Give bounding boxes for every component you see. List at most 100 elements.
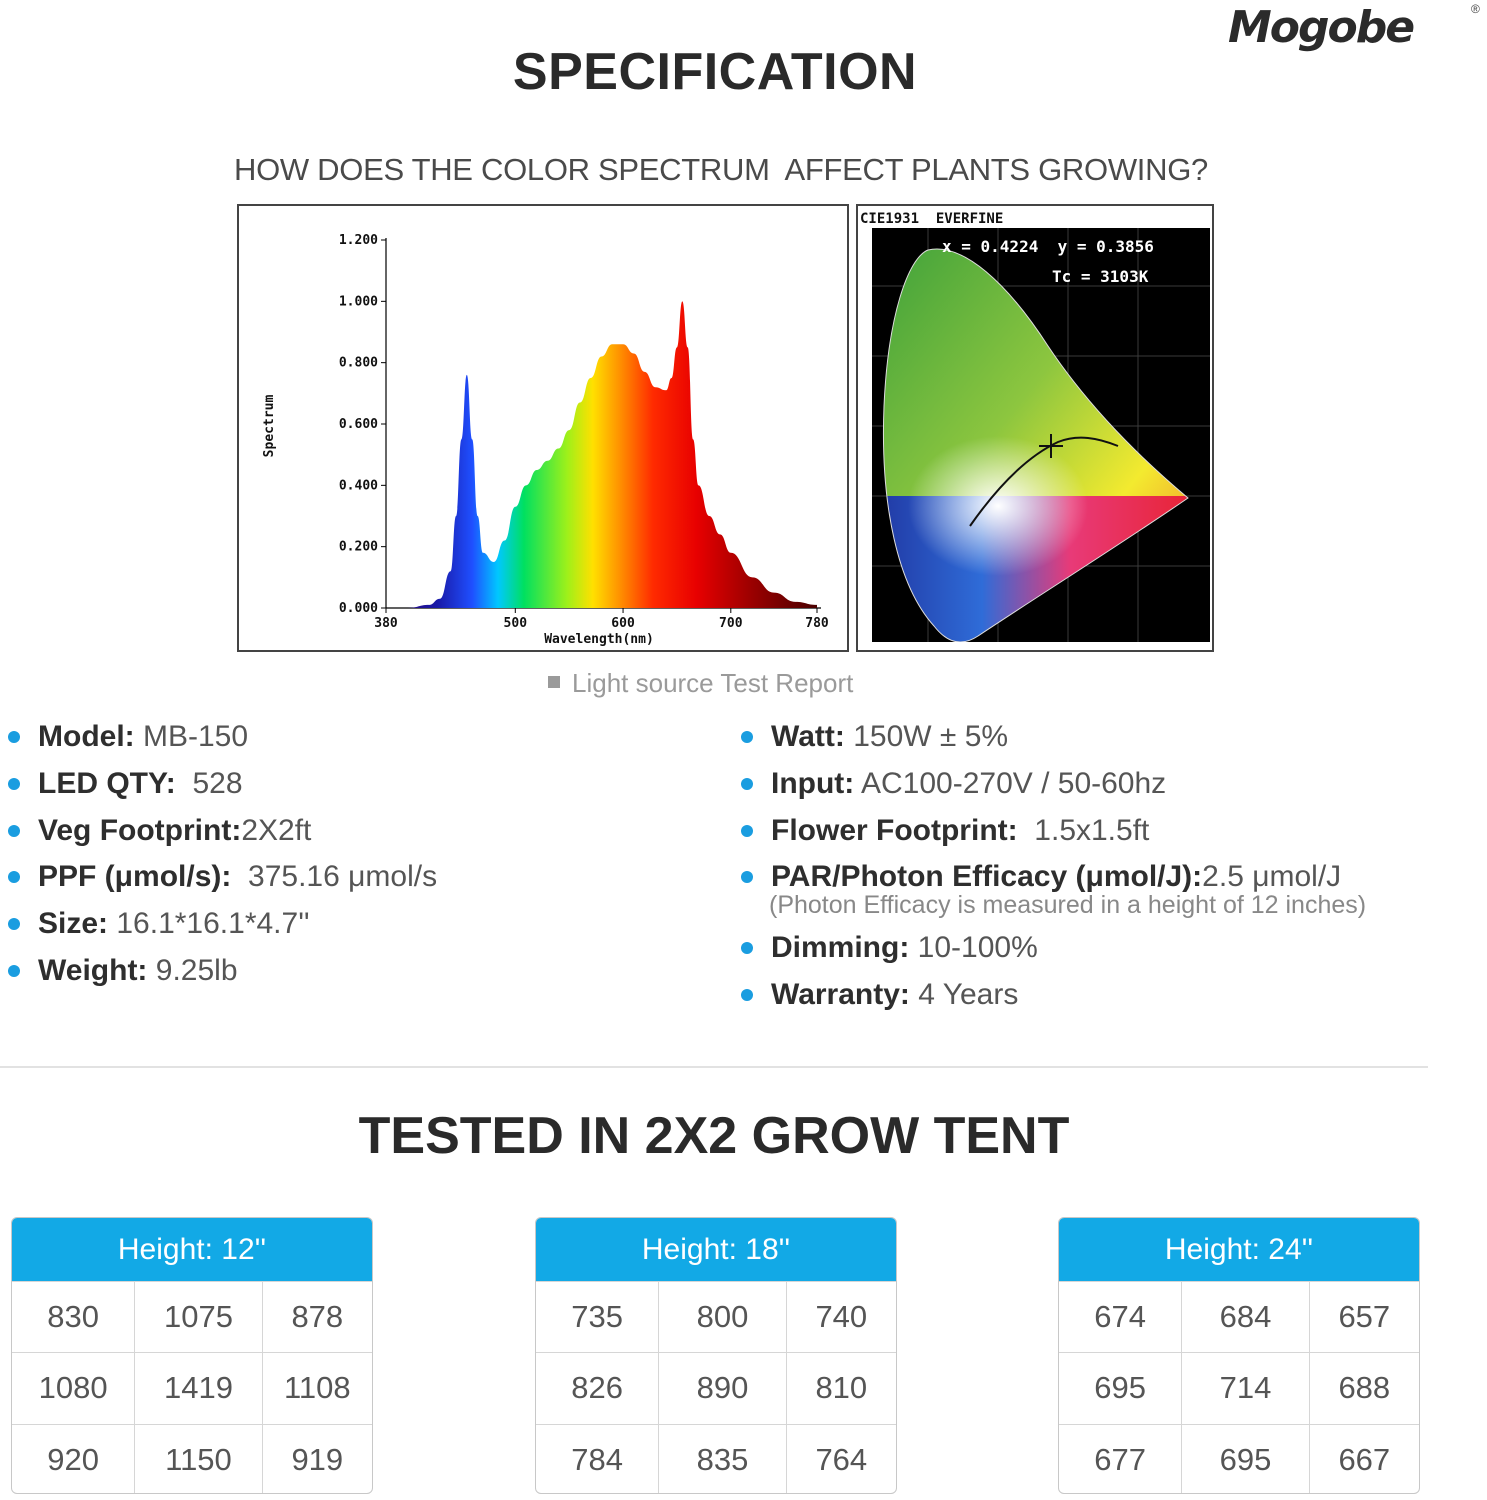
spec-value: 1.5x1.5ft	[1017, 813, 1150, 847]
spec-label: Input:	[771, 766, 855, 800]
bullet-icon	[741, 824, 753, 837]
spec-value: 4 Years	[909, 977, 1019, 1011]
y-tick-label: 0.600	[339, 417, 378, 432]
ppfd-table-12: Height: 12'' 830 1075 878 1080 1419 1108 920 115…	[11, 1217, 373, 1494]
bullet-icon	[741, 988, 753, 1001]
spec-label: Flower Footprint:	[771, 813, 1018, 847]
specs-right-column: Watt: 150W ± 5% Input: AC100-270V / 50-60…	[741, 718, 1481, 1023]
x-tick-label: 380	[374, 616, 398, 631]
table-cell: 695	[1094, 1370, 1147, 1406]
spec-item: Size: 16.1*16.1*4.7''	[8, 905, 708, 952]
bullet-icon	[8, 731, 20, 743]
table-cell: 677	[1094, 1441, 1147, 1477]
bullet-icon	[8, 918, 20, 931]
spec-text: PPF (μmol/s): 375.16 μmol/s	[38, 860, 437, 894]
y-tick-label: 0.000	[339, 601, 378, 616]
ppfd-table-24: Height: 24'' 674 684 657 695 714 688 677 695 667	[1058, 1217, 1420, 1494]
spec-value: 9.25lb	[147, 953, 238, 987]
cie-diagram-panel: CIE1931 EVERFINE x = 0.4224 y = 0.3856 T…	[856, 204, 1214, 652]
spec-label: Weight:	[38, 953, 148, 987]
page-title: SPECIFICATION	[512, 43, 918, 101]
spec-label: LED QTY:	[38, 766, 176, 800]
spec-label: Size:	[38, 907, 109, 941]
cie-coordinates: x = 0.4224 y = 0.3856	[942, 237, 1154, 256]
spec-value: 10-100%	[909, 931, 1038, 965]
table-cell: 740	[785, 1282, 896, 1353]
spec-label: Veg Footprint:	[38, 813, 242, 847]
spec-text: Veg Footprint:2X2ft	[38, 814, 311, 848]
table-row: 695 714 688	[1059, 1352, 1419, 1424]
bullet-icon	[8, 871, 20, 884]
table-cell: 890	[658, 1353, 785, 1424]
table-cell: 920	[47, 1441, 100, 1477]
table-row: 920 1150 919	[12, 1423, 372, 1493]
spec-value: 528	[175, 766, 243, 800]
spec-text: Watt: 150W ± 5%	[771, 720, 1008, 754]
table-cell: 919	[261, 1424, 372, 1493]
bullet-icon	[741, 942, 753, 955]
spec-item: Dimming: 10-100%	[741, 929, 1481, 976]
table-cell: 1075	[134, 1282, 261, 1353]
table-header: Height: 24''	[1059, 1218, 1419, 1281]
table-row: 674 684 657	[1059, 1281, 1419, 1353]
chart-caption: Light source Test Report	[548, 668, 853, 699]
spec-item: Weight: 9.25lb	[8, 952, 708, 999]
spec-text: Model: MB-150	[38, 720, 248, 754]
table-cell: 784	[571, 1441, 624, 1477]
ppfd-table-18: Height: 18'' 735 800 740 826 890 810 784 835 764	[535, 1217, 897, 1494]
spec-value: 375.16 μmol/s	[231, 860, 438, 894]
spec-text: Warranty: 4 Years	[771, 978, 1018, 1012]
section-divider	[0, 1066, 1428, 1068]
table-row: 1080 1419 1108	[12, 1352, 372, 1424]
y-axis-label: Spectrum	[262, 395, 277, 458]
tent-section-title: TESTED IN 2X2 GROW TENT	[358, 1107, 1070, 1165]
spec-text: Weight: 9.25lb	[38, 954, 238, 988]
table-row: 784 835 764	[536, 1423, 896, 1493]
table-cell: 695	[1181, 1424, 1308, 1493]
spec-value: 150W ± 5%	[844, 720, 1009, 753]
spec-item: Model: MB-150	[8, 718, 708, 765]
cie-color-temperature: Tc = 3103K	[1052, 267, 1149, 286]
spec-label: PPF (μmol/s):	[38, 860, 232, 894]
brand-logo: Mogobe ®	[1228, 2, 1480, 53]
table-cell: 764	[785, 1424, 896, 1493]
table-row: 735 800 740	[536, 1281, 896, 1353]
table-cell: 674	[1094, 1299, 1147, 1335]
table-cell: 684	[1181, 1282, 1308, 1353]
spec-value: 2.5 μmol/J	[1202, 860, 1342, 894]
cie-label: CIE1931 EVERFINE	[860, 211, 1003, 227]
spectrum-chart-panel: 1.200 1.000 0.800 0.600 0.400 0.200 0.000 380 5…	[237, 204, 849, 652]
spec-text: PAR/Photon Efficacy (μmol/J):2.5 μmol/J	[771, 860, 1341, 894]
bullet-icon	[8, 777, 20, 790]
bullet-icon	[741, 777, 753, 790]
spec-label: Dimming:	[771, 931, 910, 965]
caption-square-icon	[548, 676, 560, 688]
spec-item: PAR/Photon Efficacy (μmol/J):2.5 μmol/J	[741, 858, 1481, 905]
spec-text: Input: AC100-270V / 50-60hz	[771, 767, 1166, 801]
table-cell: 688	[1308, 1353, 1419, 1424]
spectrum-question: HOW DOES THE COLOR SPECTRUM AFFECT PLANT…	[234, 152, 1208, 187]
spec-label: PAR/Photon Efficacy (μmol/J):	[771, 860, 1203, 894]
y-tick-label: 0.400	[339, 478, 378, 493]
bullet-icon	[8, 824, 20, 837]
table-cell: 826	[571, 1370, 624, 1406]
table-cell: 810	[785, 1353, 896, 1424]
x-tick-label: 500	[504, 616, 528, 631]
bullet-icon	[741, 731, 753, 743]
table-cell: 1419	[134, 1353, 261, 1424]
brand-name: Mogobe	[1228, 2, 1415, 53]
table-cell: 1150	[134, 1424, 261, 1493]
spec-text: Dimming: 10-100%	[771, 931, 1038, 965]
y-tick-label: 1.000	[339, 294, 378, 309]
spectrum-chart: 1.200 1.000 0.800 0.600 0.400 0.200 0.000 380 5…	[262, 233, 829, 647]
spec-note: (Photon Efficacy is measured in a height…	[769, 891, 1367, 920]
table-cell: 657	[1308, 1282, 1419, 1353]
spec-value: AC100-270V / 50-60hz	[854, 766, 1167, 800]
spec-value: 2X2ft	[241, 813, 312, 847]
table-cell: 800	[658, 1282, 785, 1353]
spec-item: Veg Footprint:2X2ft	[8, 812, 708, 859]
table-row: 830 1075 878	[12, 1281, 372, 1353]
spec-value: MB-150	[134, 720, 249, 753]
spec-item: PPF (μmol/s): 375.16 μmol/s	[8, 858, 708, 905]
y-tick-label: 0.200	[339, 540, 378, 555]
